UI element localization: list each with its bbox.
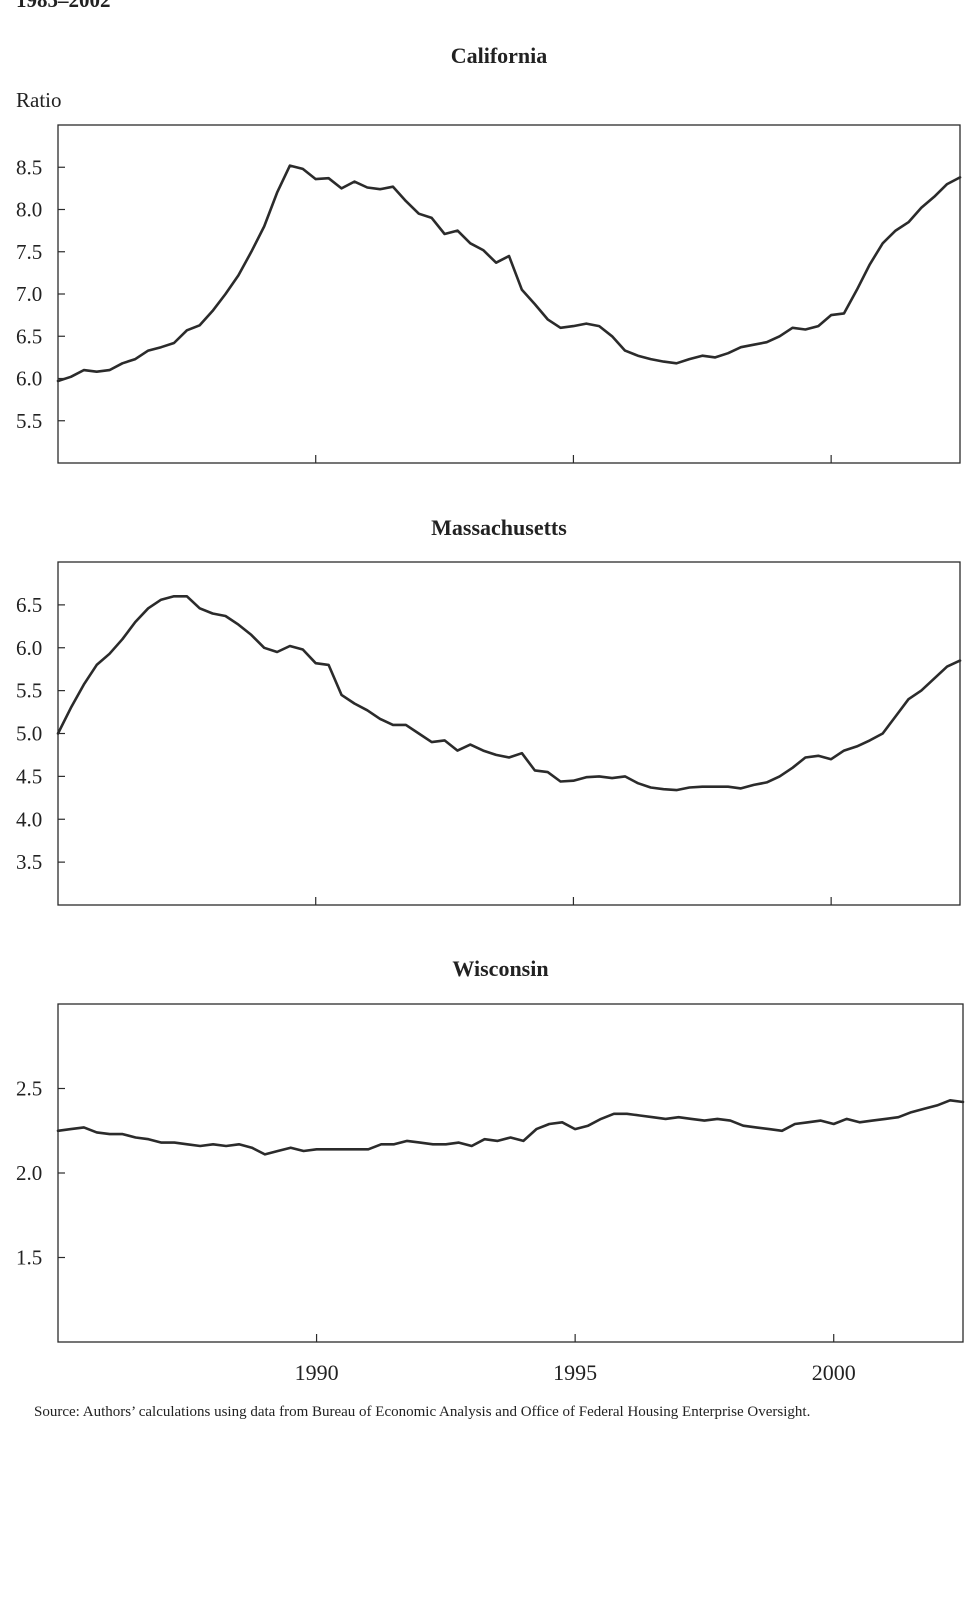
y-tick-label: 3.5 xyxy=(16,850,42,874)
y-tick-label: 6.5 xyxy=(16,324,42,348)
series-line-wisconsin xyxy=(56,1099,965,1156)
source-note: Source: Authors’ calculations using data… xyxy=(34,1404,811,1420)
y-tick-label: 8.0 xyxy=(16,198,42,222)
x-tick-label: 1990 xyxy=(295,1360,339,1385)
series-line-massachusetts xyxy=(56,594,962,792)
y-tick-label: 2.0 xyxy=(16,1161,42,1185)
y-tick-label: 1.5 xyxy=(16,1246,42,1270)
figure-subtitle: 1985–2002 xyxy=(16,0,111,12)
panel-title: California xyxy=(451,43,548,68)
y-tick-label: 7.0 xyxy=(16,282,42,306)
y-tick-label: 7.5 xyxy=(16,240,42,264)
y-tick-label: 5.5 xyxy=(16,679,42,703)
y-tick-label: 4.0 xyxy=(16,807,42,831)
y-tick-label: 4.5 xyxy=(16,764,42,788)
y-tick-label: 6.0 xyxy=(16,636,42,660)
plot-frame xyxy=(57,1003,964,1343)
plot-frame xyxy=(57,124,961,464)
x-tick-label: 2000 xyxy=(812,1360,856,1385)
x-tick-label: 1995 xyxy=(553,1360,597,1385)
y-tick-label: 2.5 xyxy=(16,1077,42,1101)
y-tick-label: 5.0 xyxy=(16,722,42,746)
y-tick-label: 6.5 xyxy=(16,593,42,617)
y-tick-label: 5.5 xyxy=(16,409,42,433)
series-line-california xyxy=(56,164,962,383)
plot-frame xyxy=(57,561,961,906)
y-axis-label: Ratio xyxy=(16,88,62,112)
panel-title: Massachusetts xyxy=(431,515,567,540)
y-tick-label: 8.5 xyxy=(16,155,42,179)
y-tick-label: 6.0 xyxy=(16,367,42,391)
figure-panels: California Ratio 5.5 6.0 6.5 7.0 7.5 8.0 8.5 Mass… xyxy=(16,43,965,1385)
panel-title: Wisconsin xyxy=(452,956,548,981)
